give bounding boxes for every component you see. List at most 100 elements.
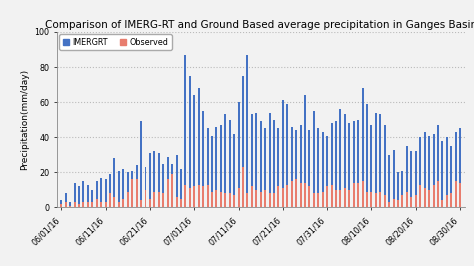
Bar [353,183,355,207]
Bar [202,186,204,207]
Bar [193,186,195,207]
Bar [65,193,67,207]
Bar [379,192,381,207]
Bar [335,122,337,207]
Bar [375,193,377,207]
Bar [136,179,137,207]
Title: Comparison of IMERG-RT and Ground Based average precipitation in Ganges Basin: Comparison of IMERG-RT and Ground Based … [45,20,474,30]
Bar [60,201,62,207]
Bar [122,169,124,207]
Bar [330,123,333,207]
Bar [428,135,430,207]
Bar [410,197,412,207]
Bar [189,188,191,207]
Bar [295,130,297,207]
Bar [455,132,456,207]
Bar [69,206,71,207]
Bar [162,193,164,207]
Bar [113,158,116,207]
Bar [392,199,395,207]
Bar [255,113,257,207]
Bar [109,193,111,207]
Bar [122,199,124,207]
Bar [91,190,93,207]
Bar [428,190,430,207]
Bar [450,146,452,207]
Bar [202,111,204,207]
Bar [207,185,209,207]
Bar [277,128,279,207]
Bar [154,192,155,207]
Bar [198,185,200,207]
Bar [198,88,200,207]
Bar [228,193,231,207]
Bar [184,185,186,207]
Bar [96,181,98,207]
Bar [424,132,426,207]
Bar [384,125,386,207]
Bar [437,181,439,207]
Bar [371,192,373,207]
Bar [140,201,142,207]
Bar [309,130,310,207]
Bar [375,113,377,207]
Bar [215,127,218,207]
Bar [82,181,84,207]
Bar [282,100,284,207]
Bar [180,199,182,207]
Bar [78,204,80,207]
Bar [162,164,164,207]
Bar [446,137,448,207]
Bar [455,181,456,207]
Bar [167,179,169,207]
Bar [264,190,266,207]
Bar [317,193,319,207]
Bar [131,171,133,207]
Bar [269,113,271,207]
Bar [228,120,231,207]
Bar [242,167,244,207]
Bar [362,88,364,207]
Bar [273,193,275,207]
Bar [167,157,169,207]
Bar [189,76,191,207]
Bar [131,179,133,207]
Bar [154,151,155,207]
Bar [366,192,368,207]
Bar [437,125,439,207]
Bar [415,151,417,207]
Bar [105,202,107,207]
Bar [260,122,262,207]
Bar [73,183,75,207]
Bar [401,171,403,207]
Bar [326,135,328,207]
Bar [379,114,381,207]
Bar [233,195,235,207]
Bar [344,188,346,207]
Bar [215,190,218,207]
Bar [384,195,386,207]
Bar [304,95,306,207]
Bar [145,167,146,207]
Bar [273,120,275,207]
Bar [220,192,222,207]
Bar [286,104,288,207]
Bar [330,185,333,207]
Bar [211,192,213,207]
Bar [313,111,315,207]
Bar [450,193,452,207]
Bar [233,134,235,207]
Bar [441,141,443,207]
Bar [251,114,253,207]
Bar [410,151,412,207]
Bar [87,185,89,207]
Bar [335,190,337,207]
Bar [207,128,209,207]
Bar [127,172,129,207]
Bar [73,202,75,207]
Bar [353,122,355,207]
Bar [180,169,182,207]
Legend: IMERGRT, Observed: IMERGRT, Observed [59,34,172,50]
Bar [392,149,395,207]
Bar [158,153,160,207]
